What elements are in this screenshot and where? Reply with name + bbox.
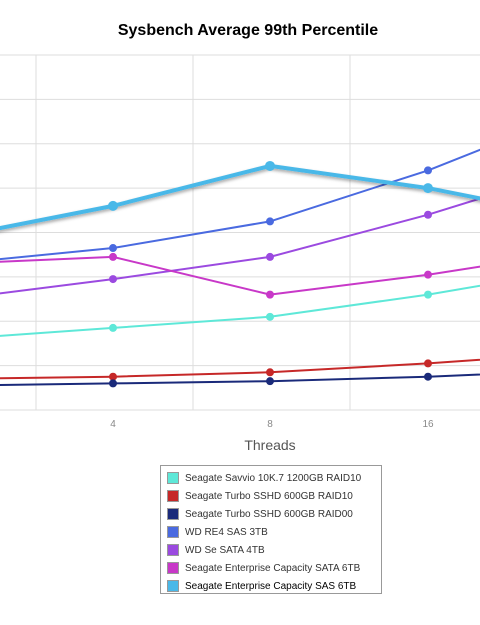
legend-item[interactable]: Seagate Turbo SSHD 600GB RAID10: [167, 487, 381, 505]
legend-swatch: [167, 490, 179, 502]
series-line[interactable]: [0, 268, 480, 339]
x-tick-label: 4: [110, 419, 116, 430]
data-point[interactable]: [424, 290, 432, 299]
data-point[interactable]: [424, 166, 432, 175]
legend-label: Seagate Enterprise Capacity SAS 6TB: [185, 580, 357, 592]
data-point[interactable]: [266, 312, 274, 321]
legend-item[interactable]: Seagate Enterprise Capacity SAS 6TB: [167, 577, 381, 595]
data-point[interactable]: [266, 217, 274, 226]
legend-swatch: [167, 526, 179, 538]
x-tick-label: 16: [422, 419, 434, 430]
data-point[interactable]: [424, 359, 432, 368]
legend-label: Seagate Enterprise Capacity SATA 6TB: [185, 562, 361, 574]
data-point[interactable]: [109, 252, 117, 261]
series-line-group[interactable]: [0, 352, 480, 381]
legend-swatch: [167, 472, 179, 484]
x-tick-labels: 4 8 16: [110, 419, 434, 430]
data-point[interactable]: [108, 200, 118, 211]
legend-item[interactable]: Seagate Savvio 10K.7 1200GB RAID10: [167, 469, 381, 487]
legend-label: Seagate Turbo SSHD 600GB RAID00: [185, 508, 353, 520]
series-line-group[interactable]: [0, 108, 480, 263]
series-line-group[interactable]: [0, 250, 480, 299]
series-line-group[interactable]: [0, 268, 480, 339]
data-point[interactable]: [266, 377, 274, 386]
series-layer: [0, 108, 480, 388]
series-line[interactable]: [0, 250, 480, 296]
data-point[interactable]: [109, 244, 117, 253]
data-point[interactable]: [266, 252, 274, 261]
legend-swatch: [167, 562, 179, 574]
legend-label: Seagate Turbo SSHD 600GB RAID10: [185, 490, 353, 502]
data-point[interactable]: [109, 372, 117, 381]
data-point[interactable]: [265, 160, 275, 171]
data-point[interactable]: [424, 210, 432, 219]
legend-item[interactable]: WD Se SATA 4TB: [167, 541, 381, 559]
chart-title: Sysbench Average 99th Percentile: [118, 22, 378, 39]
legend-label: WD RE4 SAS 3TB: [185, 526, 268, 538]
series-line-group[interactable]: [0, 370, 480, 388]
legend-item[interactable]: Seagate Turbo SSHD 600GB RAID00: [167, 505, 381, 523]
series-line-group[interactable]: [0, 166, 480, 299]
legend-label: WD Se SATA 4TB: [185, 544, 265, 556]
legend-swatch: [167, 580, 179, 592]
legend-label: Seagate Savvio 10K.7 1200GB RAID10: [185, 472, 362, 484]
legend-swatch: [167, 508, 179, 520]
data-point[interactable]: [266, 290, 274, 299]
chart-grid: [0, 54, 480, 411]
legend-swatch: [167, 544, 179, 556]
data-point[interactable]: [423, 183, 433, 194]
data-point[interactable]: [424, 372, 432, 381]
chart-legend: Seagate Savvio 10K.7 1200GB RAID10 Seagat…: [160, 465, 382, 594]
series-line-group[interactable]: [0, 160, 480, 237]
legend-item[interactable]: WD RE4 SAS 3TB: [167, 523, 381, 541]
legend-item[interactable]: Seagate Enterprise Capacity SATA 6TB: [167, 559, 381, 577]
data-point[interactable]: [109, 323, 117, 332]
x-tick-label: 8: [267, 419, 273, 430]
data-point[interactable]: [266, 368, 274, 377]
data-point[interactable]: [109, 275, 117, 284]
data-point[interactable]: [424, 270, 432, 279]
data-point[interactable]: [109, 379, 117, 388]
x-axis-label: Threads: [244, 437, 295, 453]
